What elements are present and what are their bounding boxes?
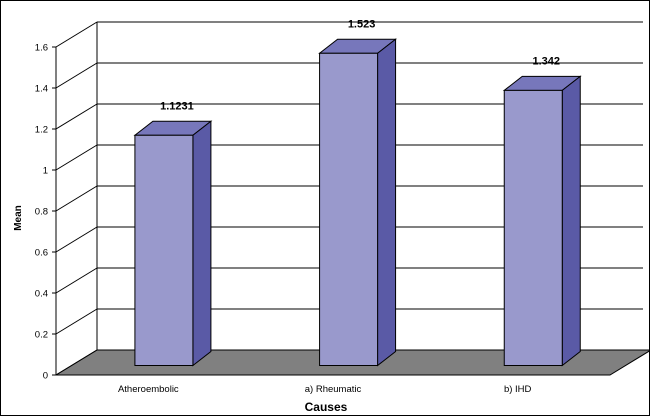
y-tick-label: 1.2 <box>35 125 48 136</box>
bar-front <box>319 52 379 366</box>
side-gridline <box>55 226 98 253</box>
side-gridline <box>55 21 98 48</box>
bar-front <box>134 134 194 366</box>
y-tick-label: 1.4 <box>35 84 48 95</box>
bar <box>318 38 398 367</box>
bar-side <box>377 38 397 367</box>
side-gridline <box>55 103 98 130</box>
side-gridline <box>55 62 98 89</box>
data-labels: 1.1231 1.523 1.342 <box>160 18 560 112</box>
bar <box>133 120 213 367</box>
bar <box>502 75 582 367</box>
data-label: 1.342 <box>532 55 560 67</box>
data-label: 1.1231 <box>160 100 194 112</box>
y-tick-label: 1 <box>43 166 48 177</box>
bar-side <box>561 75 581 367</box>
bars <box>133 38 582 367</box>
y-tick-label: 0 <box>43 371 48 382</box>
side-gridline <box>55 267 98 294</box>
x-tick-label: Atheroembolic <box>118 384 179 395</box>
data-label: 1.523 <box>348 18 376 30</box>
x-tick-label: a) Rheumatic <box>305 384 362 395</box>
x-tick-label: b) IHD <box>504 384 532 395</box>
side-gridline <box>55 144 98 171</box>
bar-front <box>503 89 563 366</box>
side-gridline <box>55 308 98 335</box>
x-axis-title: Causes <box>305 400 348 414</box>
bar-side <box>192 120 212 367</box>
x-tick-labels: Atheroembolic a) Rheumatic b) IHD <box>118 384 532 395</box>
y-tick-label: 0.4 <box>35 289 48 300</box>
y-tick-label: 1.6 <box>35 43 48 54</box>
y-tick-label: 0.2 <box>35 330 48 341</box>
y-axis-title: Mean <box>13 205 24 231</box>
y-tick-labels: 0 0.2 0.4 0.6 0.8 1 1.2 1.4 1.6 <box>35 43 48 382</box>
y-axis <box>52 46 57 376</box>
side-gridline <box>55 185 98 212</box>
y-tick-label: 0.6 <box>35 248 48 259</box>
side-gridline <box>55 349 98 376</box>
y-tick-label: 0.8 <box>35 207 48 218</box>
